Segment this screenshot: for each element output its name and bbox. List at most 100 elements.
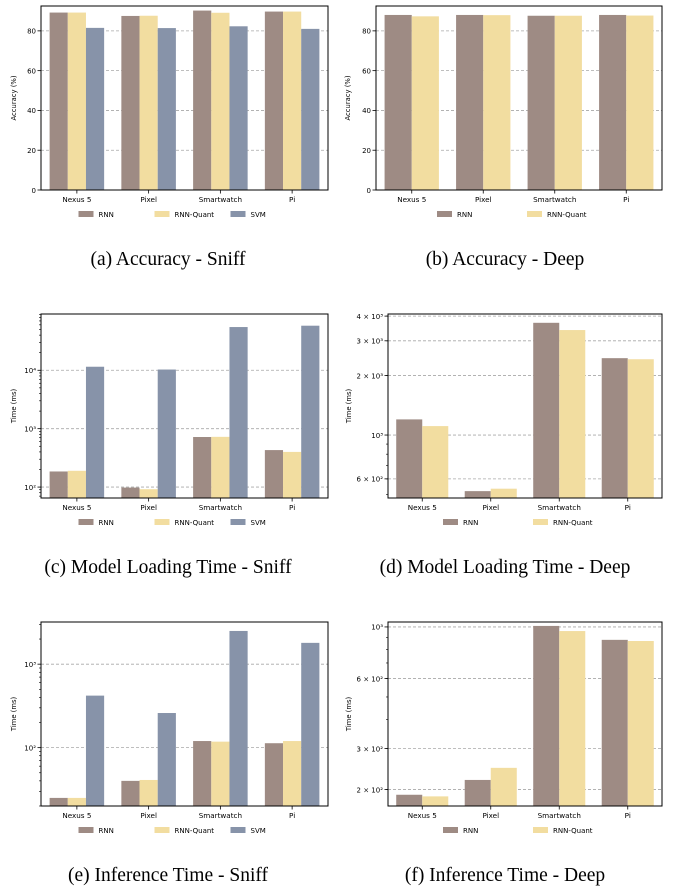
plot-frame bbox=[40, 621, 329, 807]
legend-label-rnn: RNN bbox=[463, 519, 478, 527]
panel-accuracy-deep: 0 20 40 60 80 Nexus 5 Pixel Smartwatch Pi Accurac… bbox=[342, 4, 673, 228]
x-tick-label-smartwatch: Smartwatch bbox=[533, 195, 576, 204]
bar-rnn-quant-pixel bbox=[483, 15, 511, 191]
panel-inference-deep: 2 × 10² 3 × 10² 6 × 10² 10³ Nexus 5 Pixel Smar… bbox=[342, 620, 673, 850]
bar-rnn-quant-nexus-5 bbox=[67, 12, 86, 190]
bar-svm-nexus-5 bbox=[85, 366, 105, 498]
bar-svm-pixel bbox=[157, 369, 176, 498]
y-axis-label: Accuracy (%) bbox=[10, 75, 18, 120]
x-tick-label-nexus-5: Nexus 5 bbox=[62, 195, 91, 204]
legend-label-rnn-quant: RNN-Quant bbox=[553, 827, 593, 835]
y-tick-label: 6 × 10² bbox=[357, 476, 384, 484]
legend-label-rnn: RNN bbox=[99, 827, 114, 835]
y-tick-label: 80 bbox=[362, 28, 371, 36]
legend-swatch-svm bbox=[230, 519, 246, 525]
legend-swatch-svm bbox=[230, 211, 246, 217]
bar-svm-pixel bbox=[157, 713, 176, 806]
x-tick-label-smartwatch: Smartwatch bbox=[199, 503, 242, 512]
bar-svm-pixel bbox=[157, 28, 176, 190]
y-tick-label: 40 bbox=[362, 107, 371, 115]
y-tick-label: 10² bbox=[24, 744, 36, 752]
bar-rnn-pi bbox=[599, 14, 627, 190]
bar-rnn-nexus-5 bbox=[49, 471, 68, 498]
y-tick-label: 10³ bbox=[371, 432, 383, 440]
bar-rnn-quant-pixel bbox=[139, 15, 158, 191]
bar-rnn-quant-nexus-5 bbox=[67, 470, 86, 498]
bar-rnn-quant-smartwatch bbox=[211, 12, 230, 190]
plot-frame bbox=[375, 5, 663, 191]
bar-svm-nexus-5 bbox=[85, 695, 105, 806]
bar-rnn-smartwatch bbox=[533, 625, 560, 806]
y-tick-label: 80 bbox=[27, 28, 36, 36]
chart-accuracy-sniff: 0 20 40 60 80 Nexus 5 Pixel Smartwatch Pi Accurac… bbox=[10, 5, 329, 219]
x-tick-label-pixel: Pixel bbox=[140, 195, 157, 204]
legend-swatch-rnn bbox=[78, 519, 94, 525]
x-tick-label-smartwatch: Smartwatch bbox=[538, 811, 581, 820]
caption-model-loading-sniff: (c) Model Loading Time - Sniff bbox=[44, 557, 292, 578]
bar-rnn-pi bbox=[264, 11, 284, 190]
y-tick-label: 3 × 10² bbox=[357, 745, 384, 753]
bar-rnn-quant-smartwatch bbox=[211, 436, 230, 498]
bar-rnn-smartwatch bbox=[193, 741, 212, 806]
bar-svm-pi bbox=[301, 325, 320, 498]
x-tick-label-pi: Pi bbox=[289, 195, 295, 204]
y-tick-label: 10³ bbox=[371, 624, 383, 632]
bar-rnn-quant-smartwatch bbox=[559, 330, 586, 498]
bar-rnn-pixel bbox=[464, 491, 491, 498]
bar-rnn-pixel bbox=[456, 14, 484, 190]
legend-swatch-rnn bbox=[443, 827, 458, 833]
legend-label-svm: SVM bbox=[251, 519, 266, 527]
panel-model-loading-sniff: 10² 10³ 10⁴ Nexus 5 Pixel Smartwatch Pi Time (m… bbox=[8, 312, 340, 542]
y-axis-label: Accuracy (%) bbox=[344, 75, 352, 120]
y-tick-label: 10³ bbox=[24, 425, 36, 433]
legend-label-svm: SVM bbox=[251, 211, 266, 219]
bar-rnn-quant-pi bbox=[283, 741, 302, 806]
bar-rnn-quant-pi bbox=[283, 11, 302, 190]
y-axis-label: Time (ms) bbox=[345, 697, 353, 733]
bar-rnn-quant-pi bbox=[627, 641, 654, 806]
x-tick-label-pi: Pi bbox=[289, 503, 295, 512]
bar-svm-pi bbox=[301, 28, 320, 191]
panel-accuracy-sniff: 0 20 40 60 80 Nexus 5 Pixel Smartwatch Pi Accurac… bbox=[8, 4, 340, 228]
panel-inference-sniff: 10² 10³ Nexus 5 Pixel Smartwatch Pi Time (ms) R… bbox=[8, 620, 340, 850]
y-tick-label: 2 × 10² bbox=[357, 786, 384, 794]
bar-rnn-smartwatch bbox=[533, 322, 560, 498]
y-tick-label: 60 bbox=[362, 67, 371, 75]
caption-model-loading-deep: (d) Model Loading Time - Deep bbox=[379, 557, 631, 578]
legend-label-rnn: RNN bbox=[463, 827, 478, 835]
bar-rnn-quant-smartwatch bbox=[211, 741, 230, 806]
x-tick-label-nexus-5: Nexus 5 bbox=[62, 811, 91, 820]
bar-rnn-pixel bbox=[121, 15, 140, 190]
x-tick-label-pi: Pi bbox=[625, 811, 631, 820]
x-tick-label-smartwatch: Smartwatch bbox=[199, 811, 242, 820]
bar-rnn-quant-nexus-5 bbox=[422, 796, 449, 806]
bar-rnn-quant-nexus-5 bbox=[411, 16, 439, 191]
bar-svm-nexus-5 bbox=[85, 27, 105, 191]
bar-svm-pi bbox=[301, 642, 320, 806]
legend-swatch-rnn-quant bbox=[154, 211, 170, 217]
plot-frame bbox=[387, 313, 663, 499]
bar-rnn-pixel bbox=[121, 780, 140, 806]
y-tick-label: 4 × 10³ bbox=[357, 313, 384, 321]
x-tick-label-pixel: Pixel bbox=[475, 195, 492, 204]
x-tick-label-nexus-5: Nexus 5 bbox=[397, 195, 426, 204]
x-tick-label-pixel: Pixel bbox=[482, 503, 499, 512]
legend-swatch-rnn-quant bbox=[154, 519, 170, 525]
legend-swatch-rnn-quant bbox=[533, 827, 548, 833]
y-tick-label: 2 × 10³ bbox=[357, 372, 384, 380]
x-tick-label-pixel: Pixel bbox=[140, 811, 157, 820]
y-tick-label: 10⁴ bbox=[24, 367, 36, 375]
caption-accuracy-deep: (b) Accuracy - Deep bbox=[425, 249, 585, 270]
bar-rnn-quant-pixel bbox=[139, 779, 158, 806]
bar-rnn-quant-smartwatch bbox=[559, 631, 586, 806]
bar-rnn-quant-pixel bbox=[490, 767, 517, 806]
bar-svm-smartwatch bbox=[229, 26, 248, 190]
plot-frame bbox=[40, 313, 329, 499]
legend-swatch-rnn bbox=[437, 211, 452, 217]
legend-swatch-rnn bbox=[78, 827, 94, 833]
chart-inference-sniff: 10² 10³ Nexus 5 Pixel Smartwatch Pi Time (ms) R… bbox=[10, 621, 329, 835]
bar-svm-smartwatch bbox=[229, 327, 248, 498]
plot-frame bbox=[40, 5, 329, 191]
legend-label-rnn: RNN bbox=[99, 211, 114, 219]
